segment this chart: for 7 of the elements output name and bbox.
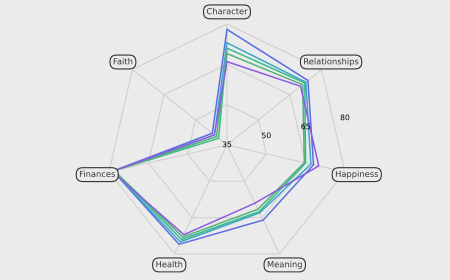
spoke-label: Happiness <box>336 170 378 179</box>
spoke-label: Finances <box>80 170 115 178</box>
spoke-label: Health <box>156 260 182 268</box>
spoke-label: Character <box>206 8 248 14</box>
spoke-label: Meaning <box>268 260 302 269</box>
spoke-label: Relationships <box>304 58 358 66</box>
spoke-label: Faith <box>114 58 132 64</box>
